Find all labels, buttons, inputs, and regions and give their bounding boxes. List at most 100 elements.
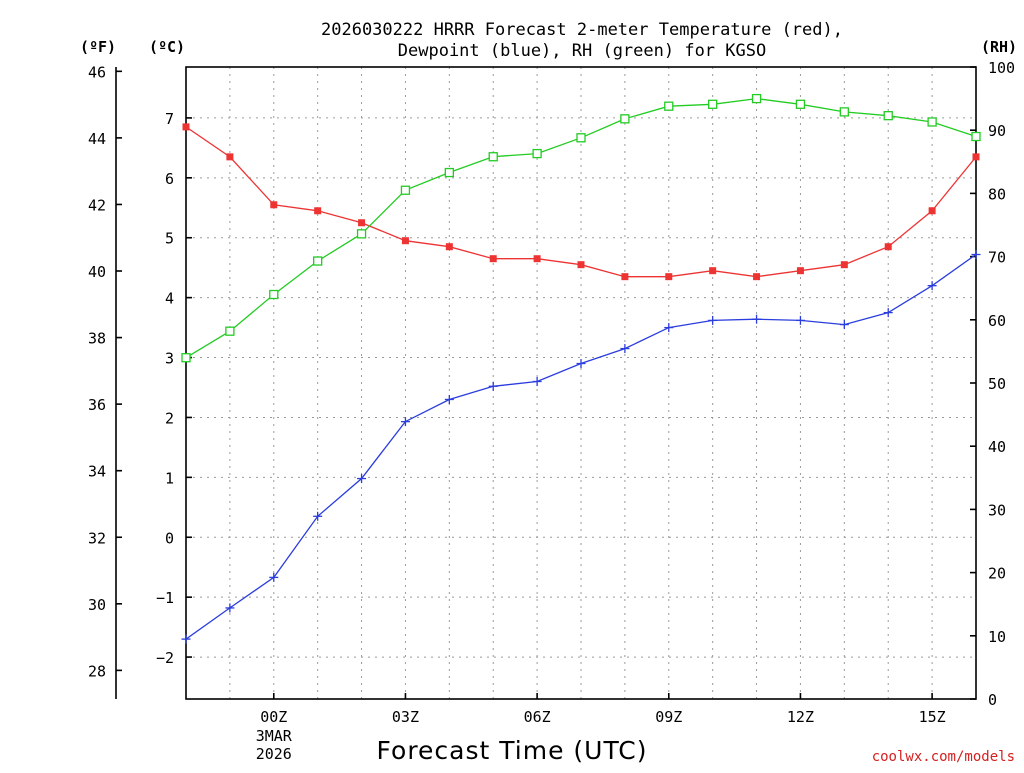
temperature-point xyxy=(533,255,541,263)
gridlines xyxy=(186,67,976,699)
fahrenheit-unit-label: (ºF) xyxy=(80,38,116,56)
temperature-point xyxy=(226,153,234,161)
rh-point xyxy=(269,289,279,300)
rh-tick-label: 70 xyxy=(988,249,1006,267)
rh-point xyxy=(488,152,498,162)
celsius-tick-label: −2 xyxy=(156,649,174,667)
celsius-tick-label: 0 xyxy=(165,529,174,547)
rh-point xyxy=(444,167,454,178)
celsius-tick-label: 3 xyxy=(165,350,174,368)
dewpoint-point xyxy=(839,320,849,330)
axes: 28303234363840424446−2−10123456701020304… xyxy=(88,59,1015,763)
temperature-point xyxy=(709,267,717,275)
rh-unit-label: (RH) xyxy=(981,38,1017,56)
temperature-point xyxy=(621,273,629,281)
x-tick-label: 03Z xyxy=(392,708,419,726)
fahrenheit-tick-label: 44 xyxy=(88,130,106,148)
rh-tick-label: 10 xyxy=(988,628,1006,646)
dewpoint-point xyxy=(971,250,981,260)
dewpoint-point xyxy=(576,359,586,369)
dewpoint-point xyxy=(357,474,367,484)
temperature-point xyxy=(665,273,673,281)
dewpoint-point xyxy=(927,281,937,291)
dewpoint-point xyxy=(313,511,323,521)
rh-tick-label: 20 xyxy=(988,565,1006,583)
rh-point xyxy=(620,114,630,124)
rh-point xyxy=(225,326,235,336)
rh-tick-label: 90 xyxy=(988,122,1006,140)
x-tick-label: 12Z xyxy=(787,708,814,726)
dewpoint-point xyxy=(620,344,630,354)
rh-tick-label: 60 xyxy=(988,312,1006,330)
x-year-label: 2026 xyxy=(256,745,292,763)
temperature-point xyxy=(577,261,585,269)
dewpoint-point xyxy=(708,315,718,325)
celsius-tick-label: 2 xyxy=(165,409,174,427)
rh-point xyxy=(313,256,323,266)
celsius-tick-label: 1 xyxy=(165,469,174,487)
dewpoint-point xyxy=(664,323,674,333)
dewpoint-point xyxy=(488,381,498,391)
x-date-label: 3MAR xyxy=(256,727,293,745)
temperature-point xyxy=(840,261,848,269)
celsius-tick-label: 5 xyxy=(165,230,174,248)
celsius-tick-label: 4 xyxy=(165,290,174,308)
rh-point xyxy=(356,229,367,239)
temperature-point xyxy=(182,123,190,131)
celsius-unit-label: (ºC) xyxy=(149,38,185,56)
rh-tick-label: 80 xyxy=(988,185,1006,203)
rh-point xyxy=(708,99,718,109)
chart-subtitle: Dewpoint (blue), RH (green) for KGSO xyxy=(398,41,766,61)
dewpoint-point xyxy=(269,572,279,582)
rh-point xyxy=(971,131,981,142)
temperature-point xyxy=(796,267,804,275)
celsius-tick-label: 6 xyxy=(165,170,174,188)
fahrenheit-tick-label: 28 xyxy=(88,662,106,680)
rh-point xyxy=(400,185,411,195)
temperature-point xyxy=(270,201,278,209)
chart-title: 2026030222 HRRR Forecast 2-meter Tempera… xyxy=(321,20,843,40)
fahrenheit-tick-label: 30 xyxy=(88,596,106,614)
rh-point xyxy=(181,353,191,363)
rh-tick-label: 30 xyxy=(988,501,1006,519)
rh-point xyxy=(576,133,586,143)
rh-point xyxy=(751,93,762,104)
temperature-point xyxy=(884,243,892,251)
fahrenheit-tick-label: 36 xyxy=(88,396,106,414)
celsius-tick-label: −1 xyxy=(156,589,174,607)
rh-tick-label: 50 xyxy=(988,375,1006,393)
x-axis-title: Forecast Time (UTC) xyxy=(377,736,648,765)
x-tick-label: 15Z xyxy=(919,708,946,726)
fahrenheit-tick-label: 42 xyxy=(88,196,106,214)
dewpoint-point xyxy=(181,634,191,644)
temperature-point xyxy=(489,255,497,263)
fahrenheit-tick-label: 32 xyxy=(88,529,106,547)
dewpoint-point xyxy=(752,314,762,324)
source-credit: coolwx.com/models xyxy=(872,749,1015,765)
dewpoint-point xyxy=(444,394,454,404)
rh-point xyxy=(883,111,893,121)
rh-point xyxy=(532,148,542,159)
x-tick-label: 09Z xyxy=(655,708,682,726)
data-series xyxy=(181,93,981,644)
dewpoint-point xyxy=(532,377,542,387)
rh-point xyxy=(927,117,937,127)
plot-frame xyxy=(115,66,977,700)
temperature-point xyxy=(753,273,761,281)
rh-point xyxy=(795,99,806,109)
x-tick-label: 00Z xyxy=(260,708,287,726)
dewpoint-point xyxy=(400,417,410,427)
dewpoint-point xyxy=(795,315,805,325)
rh-point xyxy=(664,101,674,111)
fahrenheit-tick-label: 40 xyxy=(88,263,106,281)
temperature-point xyxy=(358,219,366,227)
x-tick-label: 06Z xyxy=(524,708,551,726)
temperature-point xyxy=(928,207,936,215)
dewpoint-point xyxy=(883,308,893,318)
rh-point xyxy=(839,107,849,117)
rh-tick-label: 40 xyxy=(988,438,1006,456)
fahrenheit-tick-label: 38 xyxy=(88,330,106,348)
rh-tick-label: 0 xyxy=(988,691,997,709)
temperature-point xyxy=(445,243,453,251)
